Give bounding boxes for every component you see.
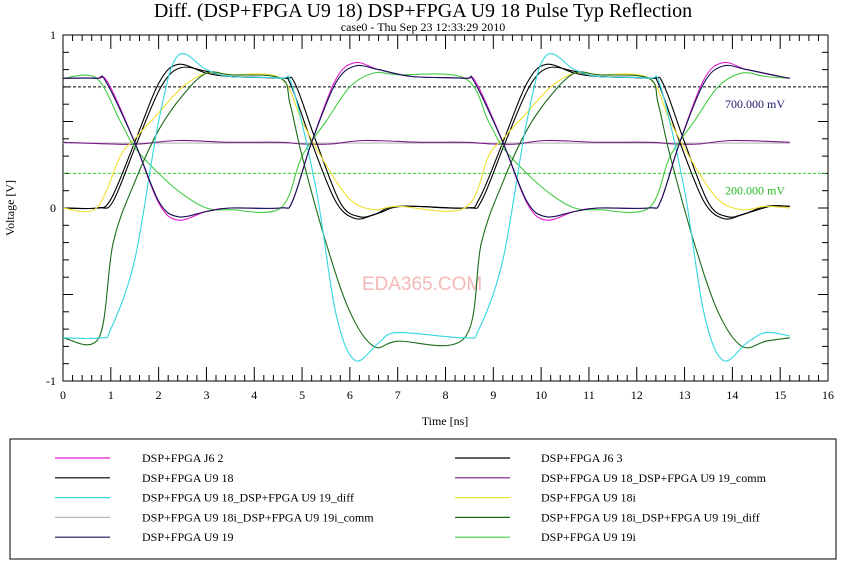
x-tick-label: 5 <box>299 388 305 402</box>
chart-subtitle: case0 - Thu Sep 23 12:33:29 2010 <box>341 20 505 34</box>
legend-label: DSP+FPGA J6 3 <box>541 451 622 465</box>
x-tick-label: 1 <box>108 388 114 402</box>
legend-label: DSP+FPGA U9 18i_DSP+FPGA U9 19i_diff <box>541 510 760 524</box>
series-line-4 <box>62 139 790 145</box>
x-tick-label: 16 <box>822 388 834 402</box>
x-tick-label: 8 <box>443 388 449 402</box>
marker-label: 200.000 mV <box>725 183 785 197</box>
x-tick-label: 12 <box>631 388 643 402</box>
watermark: EDA365.COM <box>362 274 482 295</box>
x-tick-label: 4 <box>251 388 257 402</box>
legend-label: DSP+FPGA J6 2 <box>142 451 223 465</box>
x-tick-label: 15 <box>774 388 786 402</box>
legend-label: DSP+FPGA U9 19 <box>142 530 233 544</box>
x-tick-label: 13 <box>679 388 691 402</box>
legend-label: DSP+FPGA U9 18 <box>142 471 233 485</box>
legend-label: DSP+FPGA U9 18i <box>541 491 636 505</box>
x-tick-label: 11 <box>583 388 595 402</box>
marker-label: 700.000 mV <box>725 97 785 111</box>
x-tick-label: 3 <box>203 388 209 402</box>
series-line-8 <box>62 71 790 349</box>
x-tick-label: 7 <box>395 388 401 402</box>
legend-label: DSP+FPGA U9 18_DSP+FPGA U9 19_diff <box>142 491 354 505</box>
y-tick-label: -1 <box>46 374 56 388</box>
series-line-5 <box>62 53 790 362</box>
series-lines <box>62 53 790 362</box>
series-line-9 <box>62 64 790 218</box>
x-tick-label: 9 <box>490 388 496 402</box>
y-axis-label: Voltage [V] <box>3 180 17 236</box>
x-tick-label: 2 <box>156 388 162 402</box>
x-tick-labels: 0 1 2 3 4 5 6 7 8 9 10 11 12 13 14 15 16 <box>60 388 834 402</box>
x-axis-label: Time [ns] <box>422 414 469 428</box>
x-tick-label: 14 <box>726 388 738 402</box>
y-tick-label: 1 <box>50 28 56 42</box>
legend-label: DSP+FPGA U9 19i <box>541 530 636 544</box>
chart-title: Diff. (DSP+FPGA U9 18) DSP+FPGA U9 18 Pu… <box>154 0 692 22</box>
series-line-3 <box>62 63 790 220</box>
x-tick-label: 6 <box>347 388 353 402</box>
y-tick-labels: 1 0 -1 <box>46 28 56 388</box>
x-tick-label: 0 <box>60 388 66 402</box>
y-tick-label: 0 <box>50 201 56 215</box>
legend-label: DSP+FPGA U9 18_DSP+FPGA U9 19_comm <box>541 471 767 485</box>
legend: DSP+FPGA J6 2 DSP+FPGA J6 3 DSP+FPGA U9 18… <box>55 451 767 544</box>
x-tick-label: 10 <box>535 388 547 402</box>
legend-box <box>9 438 837 560</box>
legend-label: DSP+FPGA U9 18i_DSP+FPGA U9 19i_comm <box>142 510 374 524</box>
series-line-6 <box>62 71 790 213</box>
